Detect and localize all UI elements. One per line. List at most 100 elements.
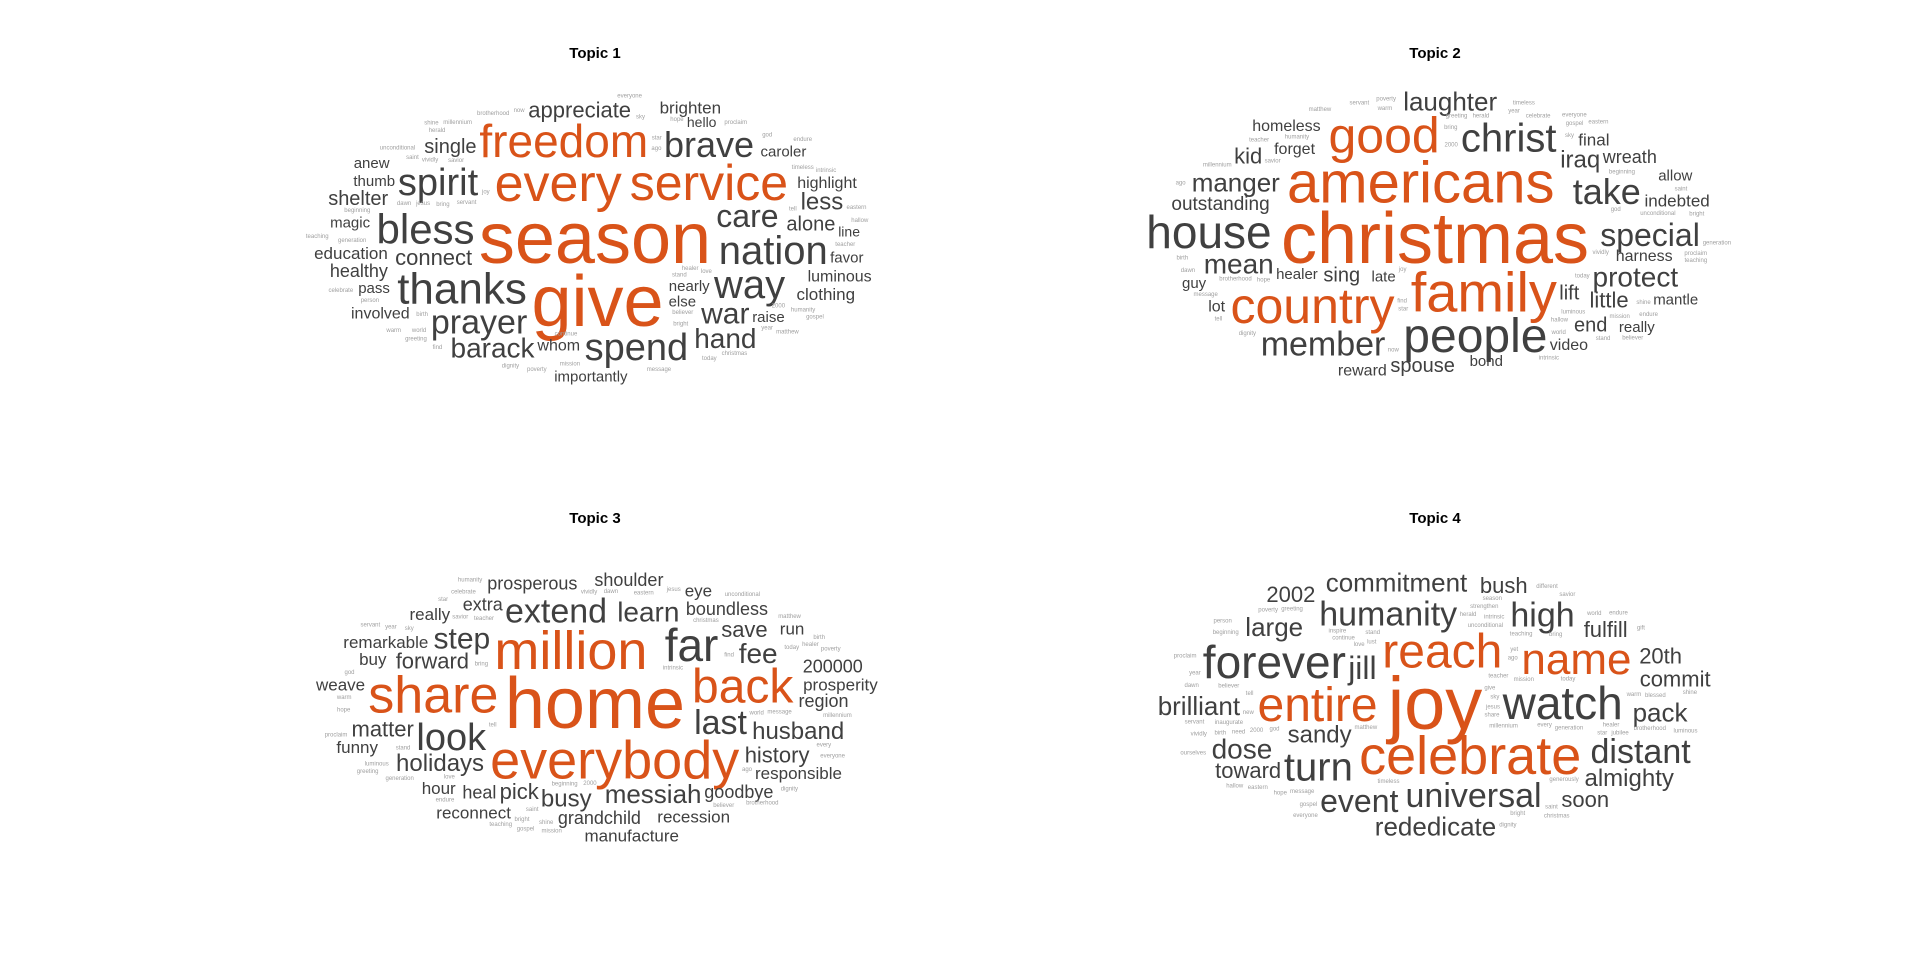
- word-birth: birth: [1215, 730, 1227, 736]
- word-way: way: [713, 263, 785, 307]
- word-luminous: luminous: [365, 761, 389, 767]
- word-sky: sky: [1565, 133, 1574, 139]
- word-shine: shine: [424, 120, 439, 126]
- word-lust: lust: [1367, 640, 1377, 646]
- word-far: far: [665, 619, 719, 671]
- word-generation: generation: [386, 776, 414, 782]
- word-everybody: everybody: [490, 731, 739, 791]
- word-bring: bring: [1444, 125, 1457, 131]
- word-matter: matter: [352, 716, 414, 741]
- word-teaching: teaching: [1510, 632, 1533, 638]
- word-spouse: spouse: [1390, 355, 1455, 377]
- word-shine: shine: [1683, 690, 1698, 696]
- word-high: high: [1510, 597, 1574, 635]
- word-forever: forever: [1203, 636, 1346, 688]
- word-dignity: dignity: [1239, 331, 1256, 337]
- word-stand: stand: [396, 746, 411, 752]
- word-2000: 2000: [1250, 728, 1264, 734]
- word-home: home: [505, 664, 685, 744]
- word-dawn: dawn: [1181, 268, 1195, 274]
- panel-title: Topic 2: [1409, 45, 1461, 62]
- word-large: large: [1245, 612, 1303, 642]
- word-eastern: eastern: [1248, 785, 1268, 791]
- word-connect: connect: [395, 245, 472, 270]
- word-believer: believer: [1218, 684, 1239, 690]
- word-love: love: [1354, 642, 1366, 648]
- word-eastern: eastern: [634, 591, 654, 597]
- word-need: need: [1232, 729, 1245, 735]
- word-beginning: beginning: [344, 208, 370, 214]
- word-hallow: hallow: [1226, 784, 1244, 790]
- word-video: video: [1550, 337, 1588, 354]
- word-jesus: jesus: [415, 201, 430, 207]
- word-inaugurate: inaugurate: [1215, 720, 1244, 726]
- word-saint: saint: [1675, 186, 1688, 192]
- word-iraq: iraq: [1560, 146, 1600, 173]
- word-thumb: thumb: [353, 173, 395, 190]
- word-believer: believer: [1622, 336, 1643, 342]
- word-brotherhood: brotherhood: [746, 801, 778, 807]
- word-gospel: gospel: [1300, 802, 1318, 808]
- word-2000: 2000: [772, 303, 786, 309]
- word-healer: healer: [1276, 266, 1318, 283]
- word-education: education: [314, 244, 388, 263]
- word-reach: reach: [1382, 625, 1502, 678]
- word-laughter: laughter: [1403, 86, 1497, 116]
- panel-title: Topic 3: [569, 510, 621, 527]
- word-unconditional: unconditional: [380, 146, 415, 152]
- word-bring: bring: [1549, 632, 1562, 638]
- word-matthew: matthew: [1309, 107, 1332, 113]
- word-sky: sky: [636, 115, 645, 121]
- word-spend: spend: [585, 327, 689, 369]
- word-vividly: vividly: [1191, 731, 1207, 737]
- word-different: different: [1536, 584, 1558, 590]
- word-matthew: matthew: [778, 614, 801, 620]
- word-service: service: [630, 155, 788, 211]
- word-hope: hope: [670, 117, 684, 123]
- word-today: today: [1575, 274, 1590, 280]
- word-intrinsic: intrinsic: [1484, 614, 1504, 620]
- word-unconditional: unconditional: [725, 592, 760, 598]
- word-manufacture: manufacture: [585, 827, 680, 846]
- word-millennium: millennium: [1203, 163, 1232, 169]
- word-hope: hope: [1274, 791, 1288, 797]
- word-every: every: [495, 155, 622, 213]
- word-today: today: [784, 645, 799, 651]
- word-last: last: [694, 704, 747, 742]
- word-remarkable: remarkable: [343, 633, 428, 652]
- word-dawn: dawn: [604, 589, 618, 595]
- word-hand: hand: [694, 323, 756, 354]
- word-brotherhood: brotherhood: [1634, 726, 1666, 732]
- word-teaching: teaching: [306, 234, 329, 240]
- word-entire: entire: [1258, 679, 1378, 732]
- word-indebted: indebted: [1645, 192, 1710, 211]
- word-distant: distant: [1591, 733, 1692, 771]
- word-grandchild: grandchild: [558, 808, 641, 828]
- word-ago: ago: [742, 767, 753, 773]
- word-eye: eye: [685, 582, 712, 601]
- word-millennium: millennium: [1489, 724, 1518, 730]
- word-kid: kid: [1234, 143, 1262, 168]
- word-teacher: teacher: [835, 242, 855, 248]
- word-eastern: eastern: [1588, 120, 1608, 126]
- word-brotherhood: brotherhood: [477, 111, 509, 117]
- word-healthy: healthy: [330, 261, 388, 281]
- word-share: share: [1485, 713, 1501, 719]
- word-boundless: boundless: [686, 599, 768, 619]
- word-dawn: dawn: [1185, 683, 1199, 689]
- word-jill: jill: [1347, 650, 1376, 686]
- word-servant: servant: [457, 200, 477, 206]
- word-warm: warm: [336, 695, 352, 701]
- word-everyone: everyone: [1293, 813, 1318, 819]
- word-servant: servant: [361, 623, 381, 629]
- word-heal: heal: [462, 782, 496, 802]
- word-celebrate: celebrate: [1526, 114, 1551, 120]
- word-yet: yet: [1510, 647, 1518, 653]
- word-brotherhood: brotherhood: [1219, 276, 1251, 282]
- word-celebrate: celebrate: [451, 590, 476, 596]
- word-millennium: millennium: [443, 120, 472, 126]
- word-brave: brave: [664, 124, 754, 165]
- word-jesus: jesus: [1485, 705, 1500, 711]
- word-ago: ago: [651, 146, 662, 152]
- panel-title: Topic 1: [569, 45, 621, 62]
